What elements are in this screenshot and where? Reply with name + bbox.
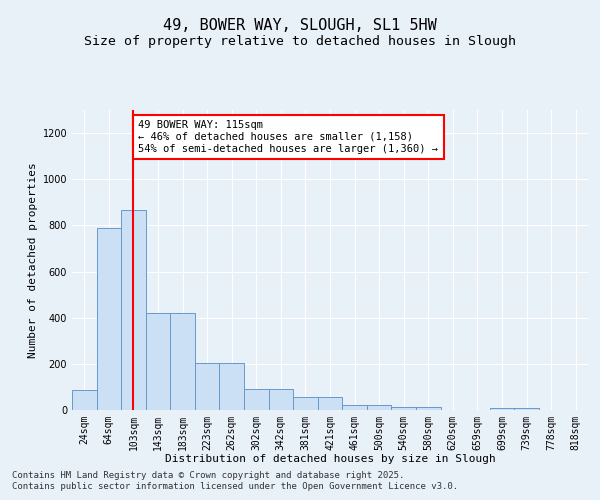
Bar bbox=[72, 390, 97, 410]
Bar bbox=[490, 408, 514, 410]
Bar bbox=[367, 406, 391, 410]
Bar bbox=[121, 210, 146, 410]
Text: Contains HM Land Registry data © Crown copyright and database right 2025.: Contains HM Land Registry data © Crown c… bbox=[12, 471, 404, 480]
Bar bbox=[514, 408, 539, 410]
Bar bbox=[269, 389, 293, 410]
Bar bbox=[416, 406, 440, 410]
Y-axis label: Number of detached properties: Number of detached properties bbox=[28, 162, 38, 358]
X-axis label: Distribution of detached houses by size in Slough: Distribution of detached houses by size … bbox=[164, 454, 496, 464]
Bar bbox=[146, 313, 170, 410]
Text: Size of property relative to detached houses in Slough: Size of property relative to detached ho… bbox=[84, 35, 516, 48]
Bar bbox=[170, 313, 195, 410]
Bar bbox=[342, 406, 367, 410]
Bar bbox=[391, 406, 416, 410]
Bar bbox=[97, 228, 121, 410]
Bar bbox=[293, 398, 318, 410]
Text: 49 BOWER WAY: 115sqm
← 46% of detached houses are smaller (1,158)
54% of semi-de: 49 BOWER WAY: 115sqm ← 46% of detached h… bbox=[139, 120, 439, 154]
Text: Contains public sector information licensed under the Open Government Licence v3: Contains public sector information licen… bbox=[12, 482, 458, 491]
Bar bbox=[318, 398, 342, 410]
Bar bbox=[220, 362, 244, 410]
Bar bbox=[195, 362, 220, 410]
Bar bbox=[244, 389, 269, 410]
Text: 49, BOWER WAY, SLOUGH, SL1 5HW: 49, BOWER WAY, SLOUGH, SL1 5HW bbox=[163, 18, 437, 32]
